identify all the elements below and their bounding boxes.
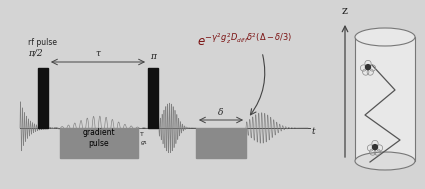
Circle shape (366, 65, 371, 70)
Text: t: t (312, 128, 316, 136)
Text: π/2: π/2 (28, 48, 42, 57)
Ellipse shape (355, 28, 415, 46)
Bar (196, 128, 246, 158)
Bar (148, 68, 158, 128)
Text: τ: τ (96, 49, 100, 58)
Bar (38, 68, 48, 128)
Text: T: T (140, 132, 144, 137)
Text: rf pulse: rf pulse (28, 38, 57, 47)
Text: gradient
pulse: gradient pulse (83, 128, 115, 148)
Ellipse shape (355, 152, 415, 170)
Text: δ: δ (218, 108, 224, 117)
Text: $g_1$: $g_1$ (140, 139, 148, 147)
Text: $e^{-\gamma^2 g_z^2 D_{diff} \delta^2 (\Delta-\delta/3)}$: $e^{-\gamma^2 g_z^2 D_{diff} \delta^2 (\… (197, 32, 293, 49)
Text: π: π (150, 52, 156, 61)
Circle shape (373, 145, 377, 149)
Bar (355, 37, 415, 161)
Text: z: z (342, 6, 348, 16)
Bar (60, 128, 138, 158)
